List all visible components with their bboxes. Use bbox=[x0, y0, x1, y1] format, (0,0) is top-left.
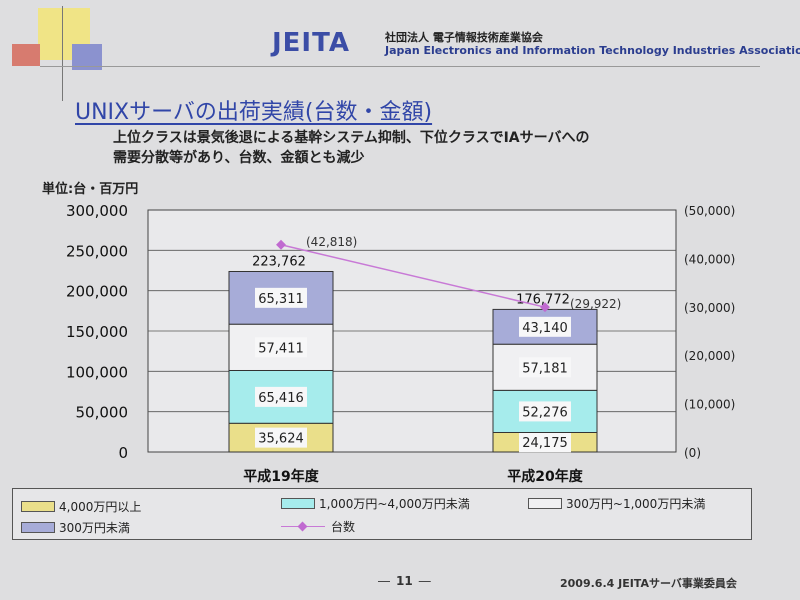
page-dash-right: ― bbox=[418, 574, 431, 588]
bar-value-label-bg bbox=[255, 386, 307, 407]
bar-value-label: 57,181 bbox=[522, 361, 568, 376]
bar-value-label-bg bbox=[255, 287, 307, 308]
header-divider bbox=[40, 66, 760, 67]
y-tick-label: 50,000 bbox=[76, 404, 129, 422]
bar-value-label: 43,140 bbox=[522, 321, 568, 336]
bar-value-label-bg bbox=[255, 337, 307, 358]
subtitle-line-1: 上位クラスは景気後退による基幹システム抑制、下位クラスでIAサーバへの bbox=[113, 130, 590, 146]
y2-tick-label: (50,000) bbox=[684, 204, 735, 218]
legend-label-under-300: 300万円未満 bbox=[59, 521, 130, 535]
legend-line-units bbox=[281, 521, 325, 532]
legend-swatch-under-300 bbox=[21, 522, 55, 533]
bar-value-label: 65,311 bbox=[258, 292, 304, 307]
legend-label-4000-plus: 4,000万円以上 bbox=[59, 500, 142, 514]
legend-item-4000-plus: 4,000万円以上 bbox=[21, 498, 141, 515]
units-value-label: (42,818) bbox=[306, 235, 357, 249]
y-tick-label: 200,000 bbox=[66, 283, 128, 301]
jeita-logo: JEITA bbox=[272, 28, 350, 58]
page-number: ― 11 ― bbox=[378, 574, 431, 588]
bar-value-label-bg bbox=[519, 357, 571, 378]
y-tick-label: 250,000 bbox=[66, 242, 128, 260]
y2-tick-label: (0) bbox=[684, 446, 701, 460]
y2-tick-label: (30,000) bbox=[684, 301, 735, 315]
org-name-english: Japan Electronics and Information Techno… bbox=[385, 44, 800, 57]
y-tick-label: 100,000 bbox=[66, 363, 128, 381]
slide-title: UNIXサーバの出荷実績(台数・金額) bbox=[75, 100, 433, 125]
decor-blue-square bbox=[72, 44, 102, 70]
legend-swatch-300-1000 bbox=[528, 498, 562, 509]
bar-value-label-bg bbox=[255, 427, 307, 448]
x-category-label: 平成20年度 bbox=[507, 468, 583, 485]
legend-item-under-300: 300万円未満 bbox=[21, 519, 130, 536]
legend-item-1000-4000: 1,000万円~4,000万円未満 bbox=[281, 495, 470, 512]
legend-swatch-1000-4000 bbox=[281, 498, 315, 509]
units-value-label: (29,922) bbox=[570, 297, 621, 311]
chart-legend: 4,000万円以上 300万円未満 1,000万円~4,000万円未満 台数 3… bbox=[12, 488, 752, 540]
bar-segment-3 bbox=[492, 343, 598, 391]
x-category-label: 平成19年度 bbox=[243, 468, 319, 485]
bar-value-label-bg bbox=[519, 432, 571, 453]
y2-tick-label: (10,000) bbox=[684, 398, 735, 412]
y2-tick-label: (20,000) bbox=[684, 349, 735, 363]
units-marker bbox=[540, 302, 550, 313]
page-dash-left: ― bbox=[378, 574, 390, 588]
bar-value-label: 35,624 bbox=[258, 432, 304, 447]
bar-value-label: 57,411 bbox=[258, 341, 304, 356]
decor-vertical-line bbox=[62, 6, 63, 101]
page-number-value: 11 bbox=[396, 574, 413, 588]
units-line bbox=[280, 244, 546, 308]
legend-label-units: 台数 bbox=[331, 520, 356, 534]
legend-label-300-1000: 300万円~1,000万円未満 bbox=[566, 497, 706, 511]
bar-value-label: 52,276 bbox=[522, 405, 568, 420]
y-tick-label: 300,000 bbox=[66, 202, 128, 220]
decor-red-square bbox=[12, 44, 40, 66]
legend-label-1000-4000: 1,000万円~4,000万円未満 bbox=[319, 497, 470, 511]
legend-item-units: 台数 bbox=[281, 518, 355, 535]
subtitle-line-2: 需要分散等があり、台数、金額とも減少 bbox=[113, 150, 365, 166]
bar-value-label: 24,175 bbox=[522, 436, 568, 451]
legend-swatch-4000-plus bbox=[21, 501, 55, 512]
y2-tick-label: (40,000) bbox=[684, 252, 735, 266]
bar-total-label: 223,762 bbox=[252, 254, 306, 269]
slide-subtitle: 上位クラスは景気後退による基幹システム抑制、下位クラスでIAサーバへの 需要分散… bbox=[113, 128, 590, 168]
legend-item-300-1000: 300万円~1,000万円未満 bbox=[528, 495, 705, 512]
units-marker bbox=[276, 239, 286, 250]
bar-value-label: 65,416 bbox=[258, 391, 304, 406]
org-name-japanese: 社団法人 電子情報技術産業協会 bbox=[385, 31, 543, 44]
y-tick-label: 0 bbox=[118, 444, 128, 462]
bar-value-label-bg bbox=[519, 316, 571, 337]
footer-date-committee: 2009.6.4 JEITAサーバ事業委員会 bbox=[560, 577, 737, 590]
bar-value-label-bg bbox=[519, 401, 571, 422]
unit-label: 単位:台・百万円 bbox=[42, 182, 139, 197]
y-tick-label: 150,000 bbox=[66, 323, 128, 341]
